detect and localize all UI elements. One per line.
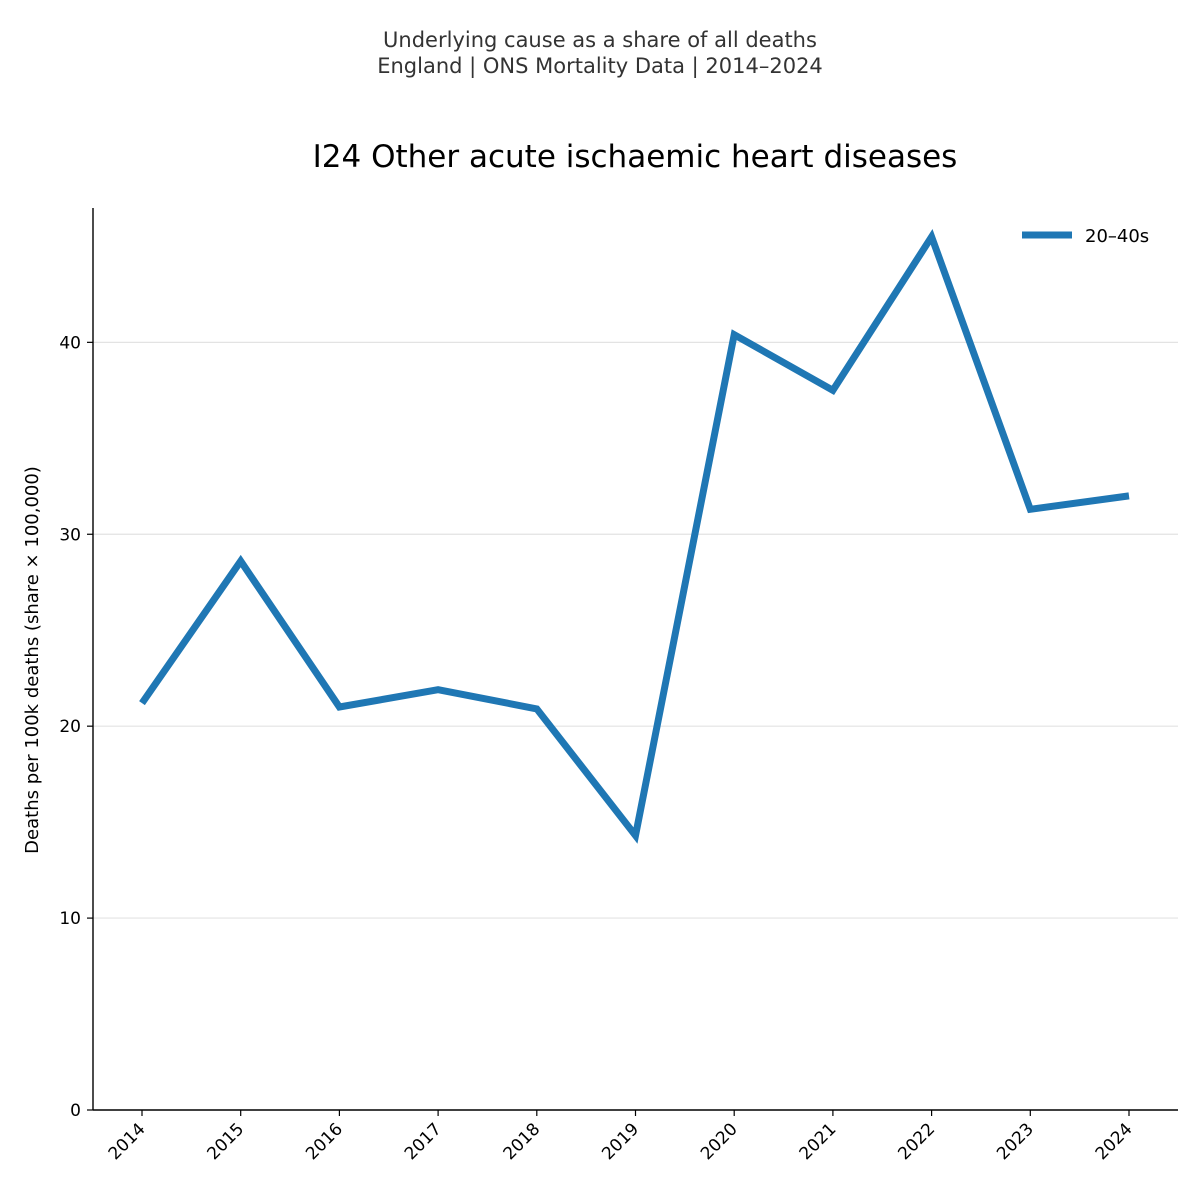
chart-title: I24 Other acute ischaemic heart diseases [313, 139, 958, 175]
x-tick-label-2019: 2019 [598, 1119, 643, 1164]
y-tick-label-40: 40 [59, 333, 81, 353]
legend-label-0: 20–40s [1085, 226, 1149, 247]
x-tick-label-2015: 2015 [203, 1119, 248, 1164]
axes [87, 208, 1178, 1116]
y-tick-label-30: 30 [59, 525, 81, 545]
series-line-0 [139, 228, 1130, 844]
x-tick-label-2018: 2018 [500, 1119, 545, 1164]
x-tick-label-2024: 2024 [1092, 1119, 1137, 1164]
series-layer [139, 228, 1130, 844]
legend: 20–40s [1022, 226, 1149, 247]
y-tick-label-0: 0 [70, 1101, 81, 1121]
gridlines [93, 341, 1178, 919]
y-axis-label: Deaths per 100k deaths (share × 100,000) [22, 466, 43, 854]
x-tick-label-2017: 2017 [401, 1119, 446, 1164]
y-tick-label-10: 10 [59, 909, 81, 929]
tick-labels: 0 10 20 30 40 2014 2015 2016 2017 2018 2019 2020 202… [59, 333, 1136, 1164]
x-tick-label-2020: 2020 [697, 1119, 742, 1164]
y-tick-label-20: 20 [59, 717, 81, 737]
x-tick-label-2016: 2016 [302, 1119, 347, 1164]
chart-suptitle-line1: Underlying cause as a share of all death… [383, 28, 817, 52]
x-tick-label-2023: 2023 [993, 1119, 1038, 1164]
x-tick-label-2022: 2022 [894, 1119, 939, 1164]
x-tick-label-2014: 2014 [105, 1119, 150, 1164]
x-tick-label-2021: 2021 [796, 1119, 841, 1164]
chart-suptitle-line2: England | ONS Mortality Data | 2014–2024 [377, 54, 823, 79]
